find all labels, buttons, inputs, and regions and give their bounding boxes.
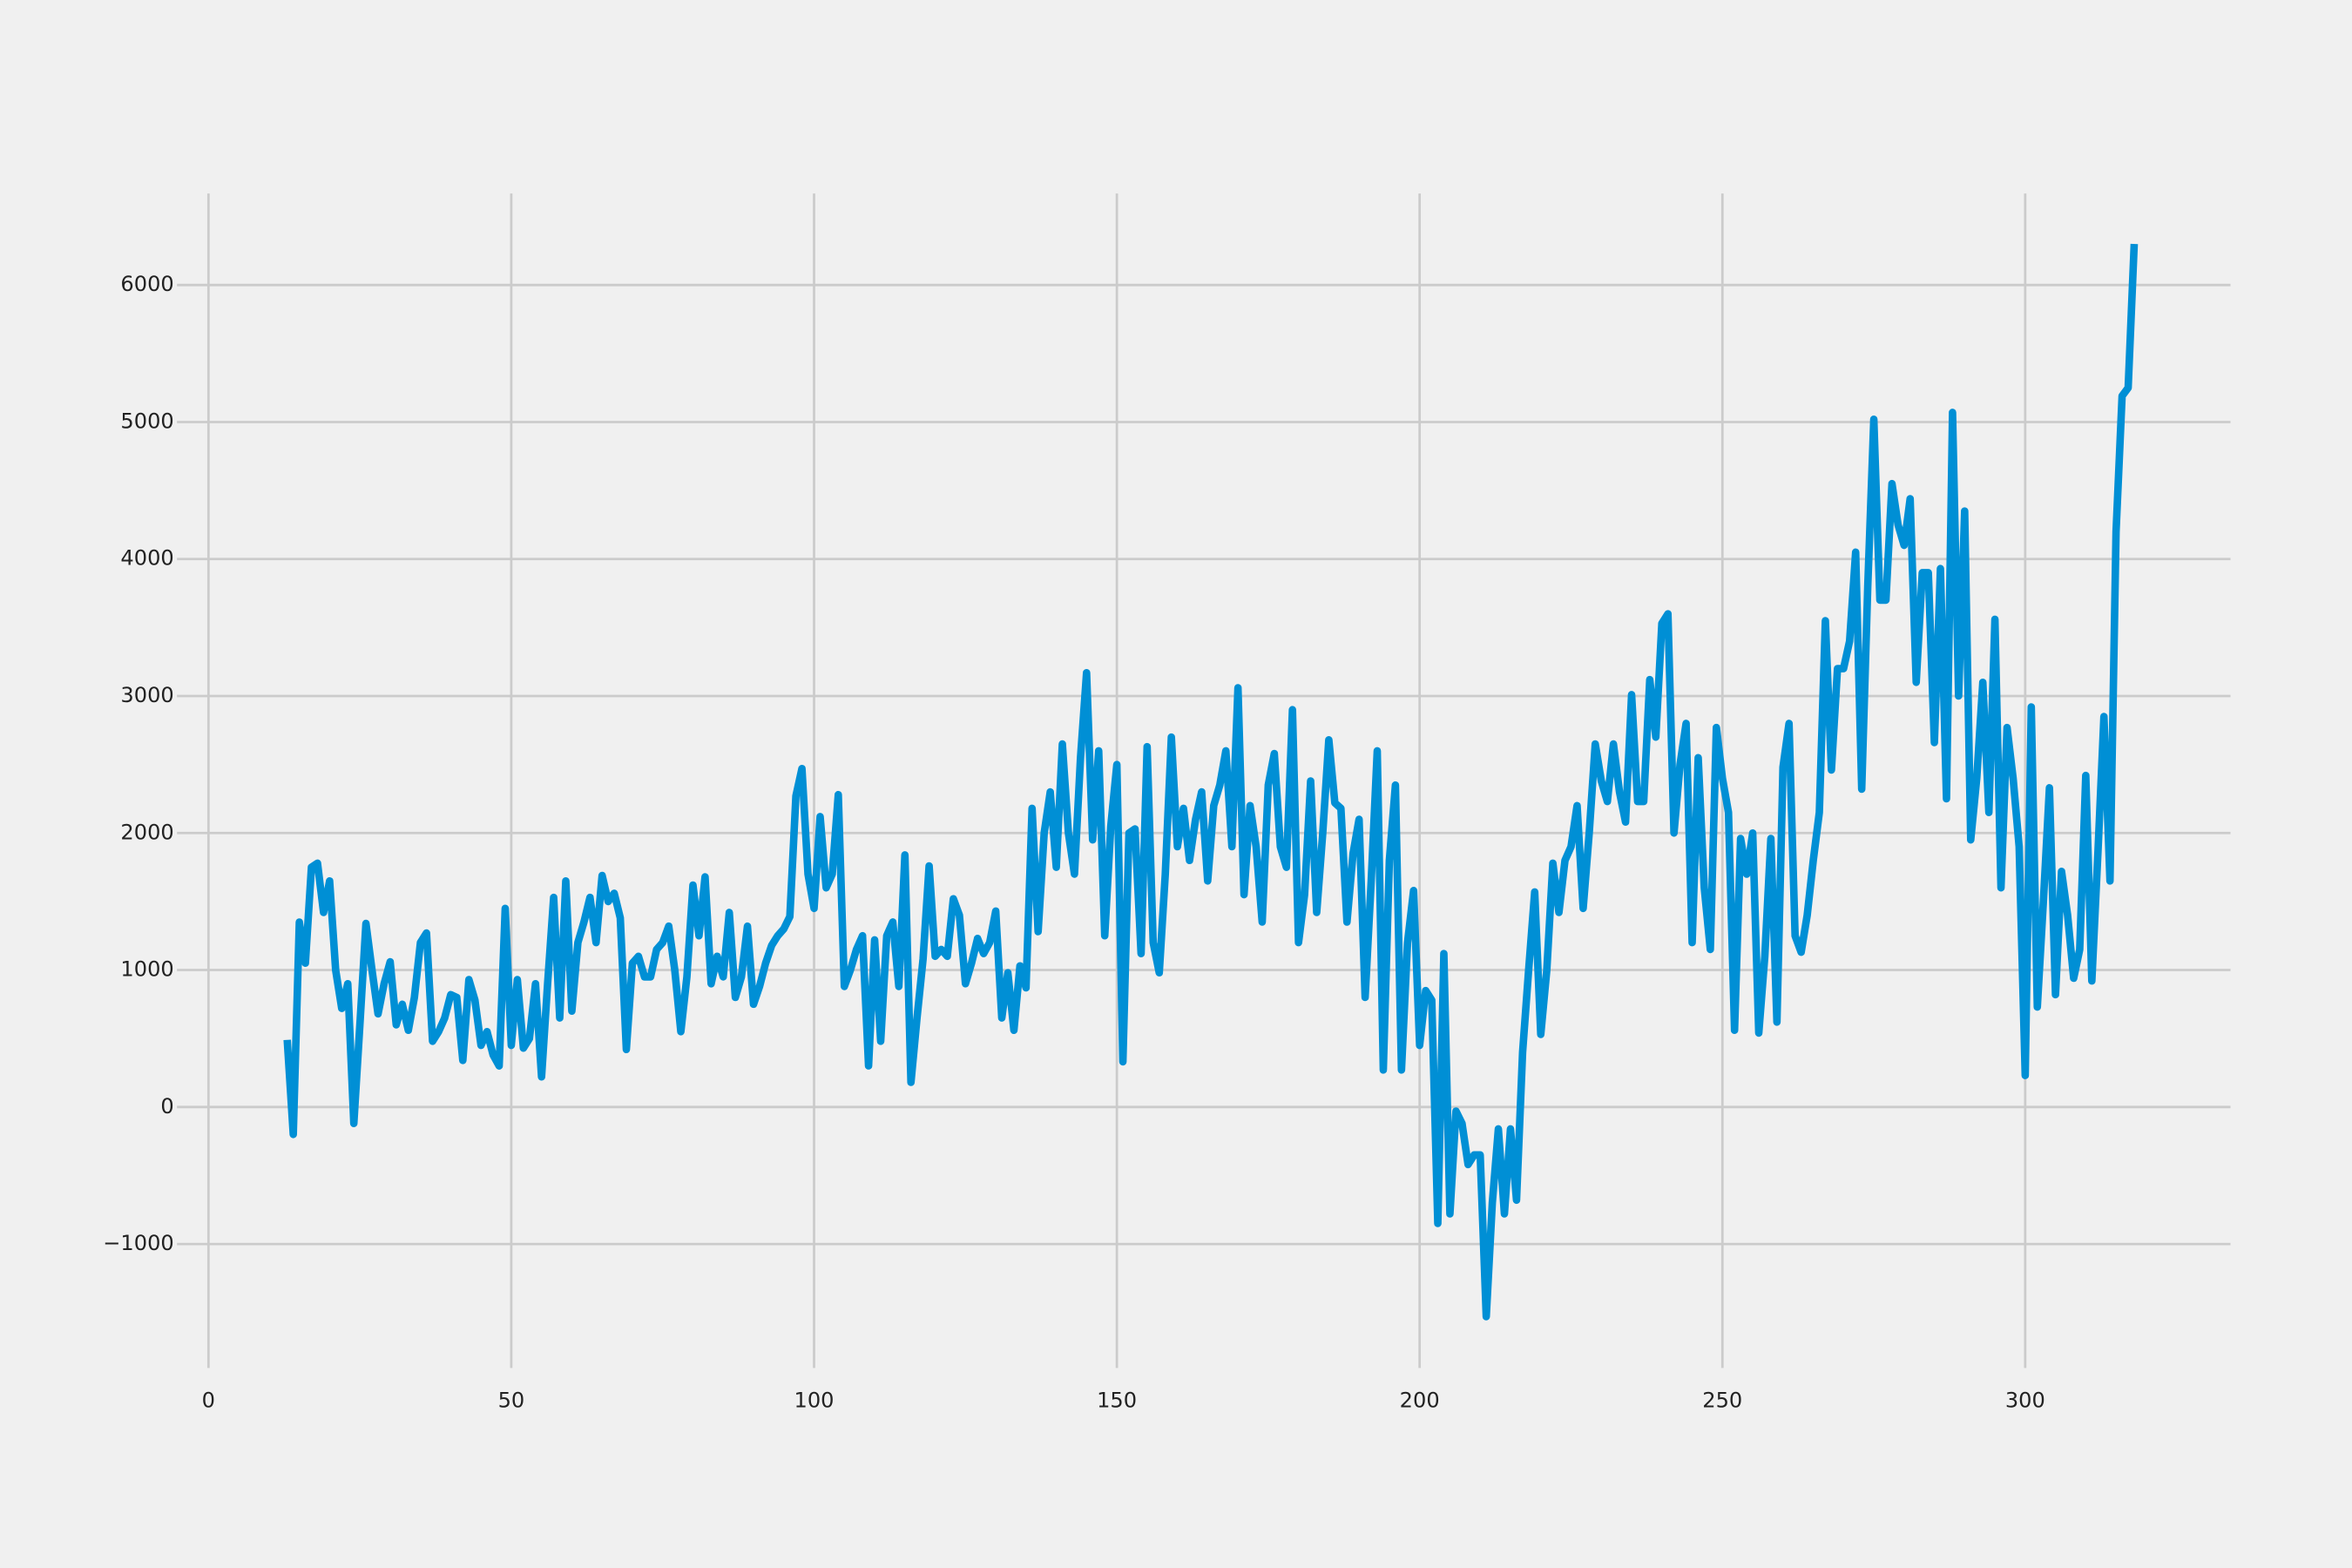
y-tick-label: 0 bbox=[160, 1094, 173, 1119]
x-tick-label: 250 bbox=[1702, 1388, 1742, 1412]
x-tick-label: 300 bbox=[2005, 1388, 2045, 1412]
x-tick-label: 200 bbox=[1400, 1388, 1440, 1412]
y-tick-label: 5000 bbox=[120, 409, 173, 433]
line bbox=[283, 243, 2139, 1321]
x-tick-label: 50 bbox=[498, 1388, 525, 1412]
y-tick-label: 4000 bbox=[120, 546, 173, 571]
y-tick-label: 1000 bbox=[120, 957, 173, 982]
x-tick-label: 150 bbox=[1097, 1388, 1137, 1412]
y-tick-label: 2000 bbox=[120, 820, 173, 844]
x-tick-label: 0 bbox=[202, 1388, 215, 1412]
y-tick-label: 3000 bbox=[120, 683, 173, 707]
y-tick-label: 6000 bbox=[120, 272, 173, 296]
y-tick-label: −1000 bbox=[103, 1231, 174, 1255]
x-tick-label: 100 bbox=[794, 1388, 835, 1412]
